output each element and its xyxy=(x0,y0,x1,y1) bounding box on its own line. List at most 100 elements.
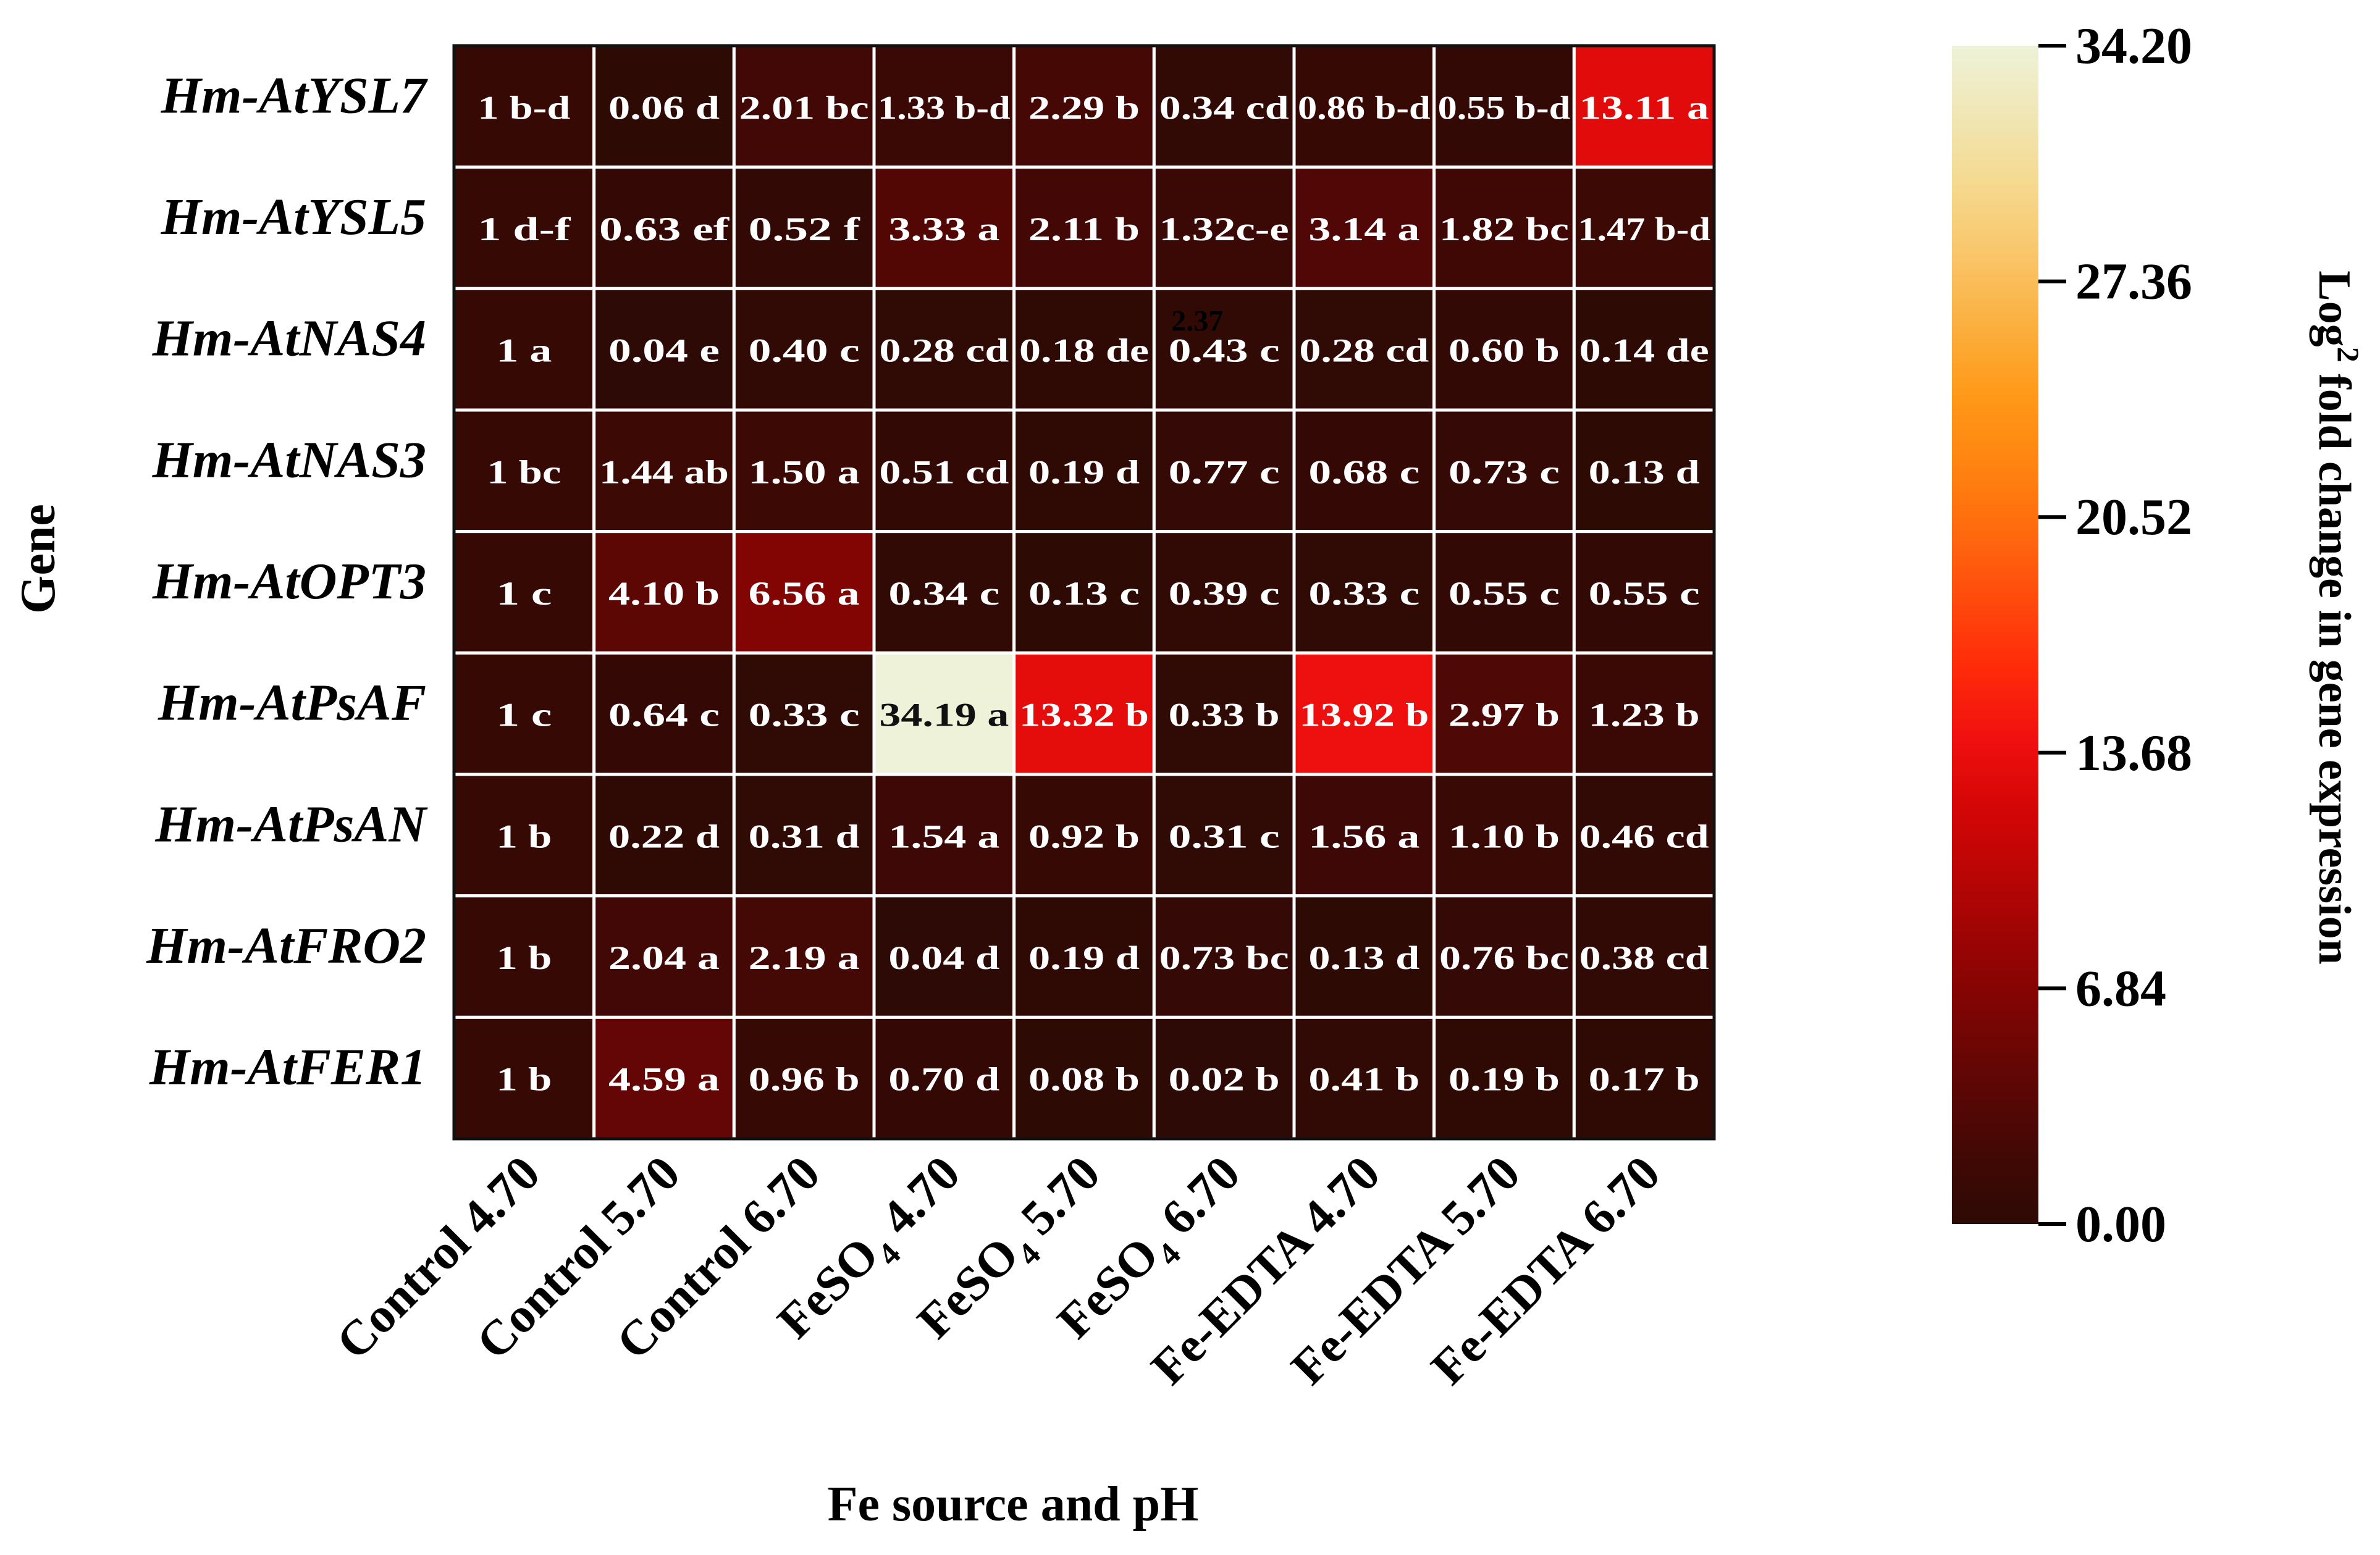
cell-value-label: 0.33 c xyxy=(1308,575,1419,612)
cell-value-label: 0.63 ef xyxy=(599,211,730,248)
gene-label: Hm-AtFER1 xyxy=(149,1039,426,1096)
colorbar-tick-label: 27.36 xyxy=(2075,253,2192,311)
heatmap-cell xyxy=(1572,651,1716,776)
heatmap-cell xyxy=(452,408,596,534)
heatmap-cell xyxy=(1572,166,1716,290)
heatmap-cell xyxy=(1572,287,1716,412)
colorbar xyxy=(1952,46,2038,1224)
cell-value-label: 0.08 b xyxy=(1028,1061,1140,1098)
gene-row-labels: Hm-AtYSL7 Hm-AtYSL5 Hm-AtNAS4 Hm-AtNAS3 Hm-A… xyxy=(146,67,428,1096)
cell-value-label: 0.04 d xyxy=(888,939,999,976)
cell-value-label: 1.10 b xyxy=(1449,818,1560,855)
cell-value-label: 0.86 b-d xyxy=(1298,89,1431,126)
heatmap-cell xyxy=(592,408,736,534)
cell-value-label: 1.44 ab xyxy=(599,453,729,490)
heatmap-cell xyxy=(872,530,1016,655)
heatmap-cell xyxy=(1012,1015,1156,1141)
heatmap-cell xyxy=(452,894,596,1019)
cell-value-label: 0.40 c xyxy=(749,332,860,369)
cell-value-label: 1 c xyxy=(496,697,552,734)
cell-value-label: 1.82 bc xyxy=(1439,211,1569,248)
cell-value-label: 0.18 de xyxy=(1019,332,1149,369)
cell-value-label: 0.19 d xyxy=(1028,453,1140,490)
heatmap-cell xyxy=(872,408,1016,534)
cell-value-label: 0.70 d xyxy=(888,1061,999,1098)
heatmap-cell xyxy=(872,1015,1016,1141)
heatmap-cell xyxy=(732,287,876,412)
cell-value-label: 0.19 b xyxy=(1449,1061,1560,1098)
heatmap-cell xyxy=(452,287,596,412)
cell-value-label: 2.04 a xyxy=(608,939,720,976)
cell-value-label: 0.52 f xyxy=(749,211,860,248)
heatmap-cell xyxy=(1292,166,1436,290)
cell-value-label: 0.92 b xyxy=(1028,818,1140,855)
heatmap-cell xyxy=(1012,894,1156,1019)
cell-value-label: 0.76 bc xyxy=(1439,939,1569,976)
plot-frame xyxy=(452,44,1716,1141)
cell-value-label: 0.68 c xyxy=(1308,453,1419,490)
cell-value-label: 2.11 b xyxy=(1028,211,1140,248)
cell-value-label: 0.04 e xyxy=(608,332,720,369)
heatmap-cell xyxy=(1152,530,1296,655)
heatmap-cell xyxy=(1152,44,1296,169)
heatmap-cell xyxy=(592,44,736,169)
cell-value-label: 1 b xyxy=(496,939,552,976)
colorbar-ticks: 34.20 27.36 20.52 13.68 6.84 0.00 xyxy=(2038,17,2192,1253)
cell-value-label: 2.01 bc xyxy=(739,89,869,126)
cell-value-label: 1.56 a xyxy=(1308,818,1419,855)
heatmap-cell xyxy=(1292,894,1436,1019)
gene-label: Hm-AtPsAF xyxy=(158,674,426,732)
cell-value-label: 1 bc xyxy=(487,453,561,490)
cell-value-label: 1.23 b xyxy=(1589,697,1700,734)
colorbar-tick-label: 0.00 xyxy=(2075,1196,2166,1253)
cell-value-label: 0.22 d xyxy=(608,818,720,855)
cell-value-label: 0.28 cd xyxy=(879,332,1009,369)
heatmap-cell xyxy=(1012,166,1156,290)
cell-value-label: 2.29 b xyxy=(1028,89,1140,126)
heatmap-cell xyxy=(732,166,876,290)
heatmap-cell xyxy=(452,166,596,290)
heatmap-cell xyxy=(1572,1015,1716,1141)
gene-label: Hm-AtFRO2 xyxy=(146,917,426,974)
cell-value-label: 1 a xyxy=(496,332,552,369)
gene-label: Hm-AtOPT3 xyxy=(152,553,426,610)
heatmap-cell xyxy=(592,773,736,898)
heatmap-cell xyxy=(1152,651,1296,776)
cell-value-label: 1 b xyxy=(496,1061,552,1098)
heatmap-cell xyxy=(592,651,736,776)
cell-value-label: 13.32 b xyxy=(1019,697,1149,734)
cell-value-label: 0.13 d xyxy=(1308,939,1419,976)
heatmap-cell xyxy=(452,530,596,655)
heatmap-cell xyxy=(1572,530,1716,655)
cell-value-label: 0.17 b xyxy=(1589,1061,1700,1098)
colorbar-tick-label: 13.68 xyxy=(2075,724,2192,782)
cell-value-label: 0.38 cd xyxy=(1579,939,1709,976)
cell-value-label: 3.14 a xyxy=(1308,211,1419,248)
cell-value-label: 0.64 c xyxy=(608,697,720,734)
colorbar-title: Log2 fold change in gene expression xyxy=(2309,270,2366,964)
cell-value-label: 0.73 bc xyxy=(1159,939,1289,976)
cell-value-label: 3.33 a xyxy=(888,211,999,248)
cell-value-label: 1 d-f xyxy=(477,211,571,248)
cell-value-label: 0.33 c xyxy=(749,697,860,734)
heatmap-cells xyxy=(452,44,1716,1141)
cell-value-label: 0.31 c xyxy=(1169,818,1280,855)
heatmap-cell xyxy=(1432,651,1576,776)
cell-value-label: 1.32c-e xyxy=(1159,211,1289,248)
cell-value-label: 13.11 a xyxy=(1579,89,1709,126)
heatmap-cell xyxy=(872,894,1016,1019)
cell-value-label: 1 c xyxy=(496,575,552,612)
heatmap-cell xyxy=(592,1015,736,1141)
cell-value-label: 0.13 d xyxy=(1589,453,1700,490)
heatmap-cell xyxy=(872,287,1016,412)
heatmap-cell xyxy=(1572,894,1716,1019)
heatmap-cell xyxy=(732,651,876,776)
cell-value-label: 1 b xyxy=(496,818,552,855)
x-axis-title: Fe source and pH xyxy=(828,1477,1199,1532)
cell-value-label: 0.34 cd xyxy=(1159,89,1289,126)
cell-value-label: 0.51 cd xyxy=(879,453,1009,490)
heatmap-cell xyxy=(1152,894,1296,1019)
heatmap-cell xyxy=(592,287,736,412)
